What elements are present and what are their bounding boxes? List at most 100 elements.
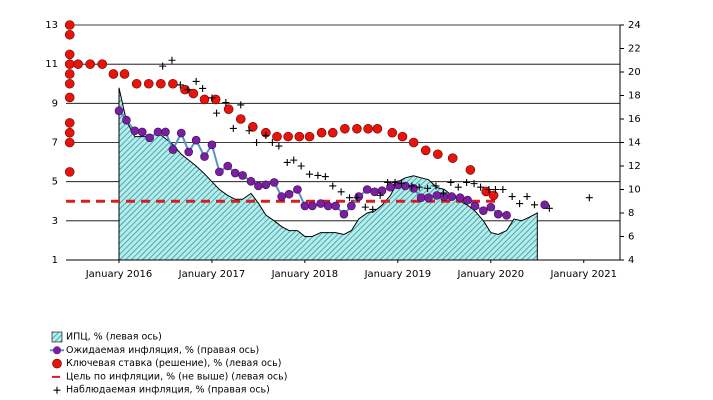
rate-dot: [223, 104, 234, 115]
y2-tick-label: 10: [628, 185, 641, 196]
legend-swatch: [51, 331, 63, 343]
rate-dot: [316, 127, 327, 138]
expectation-dot: [540, 200, 550, 210]
legend-label: Наблюдаемая инфляция, % (правая ось): [66, 385, 270, 396]
x-tick-label: January 2018: [271, 269, 339, 280]
observed-marker: [192, 77, 200, 85]
rate-dot: [188, 88, 199, 99]
rate-dot: [199, 94, 210, 105]
expectation-dot: [354, 192, 364, 201]
observed-marker: [337, 188, 345, 196]
rate-dot: [64, 137, 75, 148]
y2-tick-label: 6: [628, 232, 634, 243]
observed-marker: [237, 101, 245, 109]
expectation-dot: [254, 181, 263, 191]
rate-dot: [363, 123, 373, 134]
expectation-dot: [130, 126, 140, 136]
x-tick-label: January 2017: [178, 269, 246, 280]
expectation-dot: [184, 147, 193, 157]
rate-dot: [304, 131, 315, 142]
observed-marker: [208, 94, 216, 102]
y-tick-label: 5: [52, 177, 58, 188]
rate-dot: [64, 78, 75, 89]
observed-marker: [530, 201, 538, 209]
observed-marker: [253, 139, 261, 146]
observed-marker: [516, 200, 524, 208]
expectation-dot: [308, 201, 317, 211]
expectation-dot: [440, 192, 449, 201]
y-tick-label: 1: [52, 255, 58, 266]
observed-marker: [432, 182, 440, 190]
rate-dot: [235, 114, 246, 124]
observed-marker: [213, 109, 221, 117]
expectation-dot: [246, 176, 256, 186]
expectation-dot: [277, 192, 286, 201]
expectation-dot: [207, 140, 217, 150]
observed-marker: [523, 193, 531, 201]
expectation-dot: [191, 135, 201, 145]
observed-marker: [199, 84, 207, 92]
rate-dot: [327, 127, 338, 138]
rate-dot: [64, 49, 75, 60]
rate-dot: [64, 29, 75, 40]
legend-label: Цель по инфляции, % (не выше) (левая ось…: [66, 371, 287, 382]
rate-dot: [465, 165, 476, 175]
observed-marker: [268, 139, 276, 146]
expectation-dot: [470, 201, 480, 211]
observed-marker: [463, 178, 471, 186]
rate-dot: [64, 69, 75, 79]
rate-dot: [64, 92, 75, 103]
rate-dot: [119, 69, 130, 79]
rate-dot: [408, 137, 419, 148]
rate-dot: [64, 20, 75, 30]
rate-dot: [108, 69, 119, 79]
rate-dot: [340, 123, 350, 134]
y-tick-label: 11: [45, 59, 58, 70]
rate-dot: [73, 59, 83, 69]
expectation-dot: [347, 201, 356, 211]
y2-tick-label: 20: [628, 67, 641, 78]
observed-marker: [229, 124, 237, 132]
expectation-dot: [122, 115, 131, 125]
observed-marker: [314, 171, 322, 179]
legend-swatch: [53, 386, 61, 394]
expectation-dot: [486, 202, 496, 212]
rate-dot: [397, 131, 408, 142]
observed-marker: [176, 81, 184, 89]
expectation-dot: [370, 187, 379, 197]
observed-marker: [454, 183, 462, 191]
rate-dot: [64, 167, 75, 177]
observed-marker: [424, 184, 432, 192]
observed-marker: [245, 127, 253, 135]
observed-marker: [283, 158, 291, 166]
legend-label: Ключевая ставка (решение), % (левая ось): [66, 358, 281, 369]
observed-marker: [439, 189, 447, 197]
observed-marker: [297, 162, 305, 170]
y2-tick-label: 16: [628, 114, 641, 125]
observed-marker: [376, 191, 384, 199]
expectation-dot: [261, 180, 271, 190]
rate-dot: [283, 131, 293, 142]
observed-marker: [508, 193, 516, 201]
observed-marker: [477, 183, 485, 191]
y-tick-label: 3: [52, 216, 58, 227]
observed-marker: [329, 182, 337, 190]
observed-marker: [346, 194, 354, 202]
x-tick-label: January 2021: [549, 269, 617, 280]
rate-dot: [372, 123, 383, 134]
expectation-dot: [238, 171, 247, 180]
expectation-dot: [377, 186, 387, 195]
observed-marker: [585, 194, 593, 202]
y-tick-label: 9: [52, 98, 58, 109]
observed-marker: [470, 180, 478, 188]
legend-label: Ожидаемая инфляция, % (правая ось): [66, 345, 259, 356]
rate-dot: [64, 127, 75, 138]
expectation-dot: [145, 133, 154, 143]
observed-marker: [168, 56, 176, 64]
legend: ИПЦ, % (левая ось) Ожидаемая инфляция, % …: [50, 332, 287, 396]
rate-dot: [447, 153, 458, 163]
expectation-dot: [168, 145, 178, 154]
y2-tick-label: 24: [628, 20, 641, 31]
